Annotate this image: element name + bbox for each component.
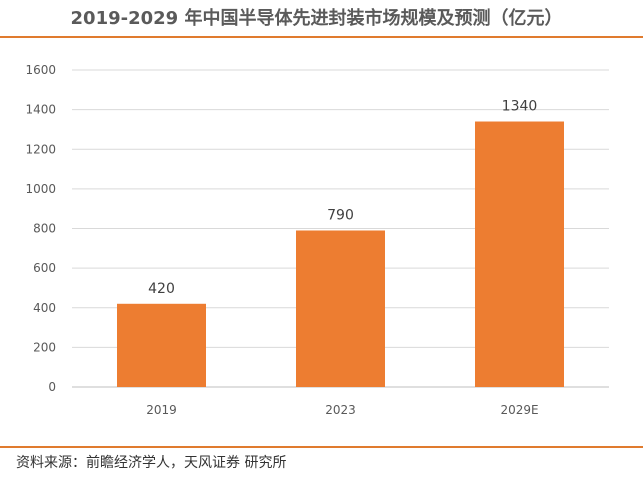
x-tick-label: 2023 (325, 403, 356, 417)
y-tick-label: 200 (33, 340, 56, 354)
data-labels: 420 790 1340 (148, 99, 537, 297)
bar-2029E (475, 121, 564, 387)
y-tick-label: 1200 (25, 142, 56, 156)
data-label: 1340 (502, 99, 538, 115)
x-tick-label: 2029E (500, 403, 538, 417)
y-tick-label: 600 (33, 261, 56, 275)
bottom-divider (0, 446, 643, 448)
y-tick-label: 0 (48, 380, 56, 394)
bars (117, 121, 564, 387)
y-tick-label: 1600 (25, 63, 56, 77)
bar-chart: 0 200 400 600 800 1000 1200 1400 1600 420 790 1340… (25, 63, 609, 417)
x-tick-label: 2019 (146, 403, 177, 417)
y-tick-label: 1000 (25, 182, 56, 196)
y-axis-ticks: 0 200 400 600 800 1000 1200 1400 1600 (25, 63, 56, 394)
top-divider (0, 36, 643, 38)
y-tick-label: 400 (33, 301, 56, 315)
y-tick-label: 1400 (25, 103, 56, 117)
data-label: 790 (327, 207, 354, 223)
source-note: 资料来源：前瞻经济学人，天风证券 研究所 (16, 455, 287, 471)
bar-2019 (117, 303, 206, 387)
bar-2023 (296, 230, 385, 387)
data-label: 420 (148, 281, 175, 297)
chart-title: 2019-2029 年中国半导体先进封装市场规模及预测（亿元） (70, 8, 563, 29)
x-axis-ticks: 2019 2023 2029E (146, 403, 538, 417)
y-tick-label: 800 (33, 222, 56, 236)
